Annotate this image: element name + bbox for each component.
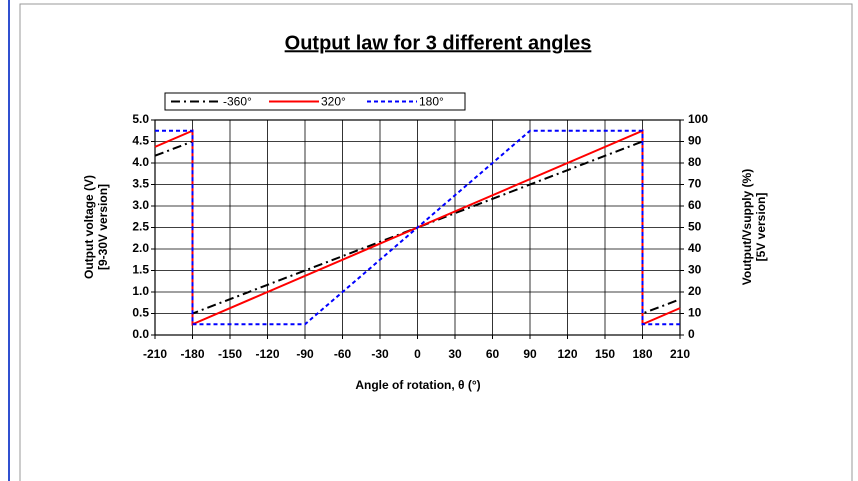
y-tick-label: 0.5 xyxy=(132,306,149,320)
legend-label: -360° xyxy=(223,95,252,109)
y2-axis-label-line: Voutput/Vsupply (%) xyxy=(740,169,754,285)
chart-title: Output law for 3 different angles xyxy=(285,32,592,54)
series-line xyxy=(154,140,681,315)
y-tick-label: 1.0 xyxy=(132,284,149,298)
y-tick-label: 3.0 xyxy=(132,198,149,212)
x-tick-label: 90 xyxy=(523,347,537,361)
y2-tick-label: 10 xyxy=(688,306,702,320)
x-tick-label: 0 xyxy=(414,347,421,361)
y-tick-label: 2.0 xyxy=(132,241,149,255)
y2-tick-label: 90 xyxy=(688,134,702,148)
x-tick-label: -90 xyxy=(296,347,314,361)
x-axis-label: Angle of rotation, θ (°) xyxy=(355,378,480,392)
x-tick-label: 210 xyxy=(670,347,690,361)
y2-tick-label: 80 xyxy=(688,155,702,169)
y-axis-label: Output voltage (V) [9-30V version] xyxy=(82,175,110,279)
series-line xyxy=(155,129,680,326)
y2-axis-label: Voutput/Vsupply (%) [5V version] xyxy=(740,169,768,285)
x-tick-label: -60 xyxy=(334,347,352,361)
y2-tick-label: 0 xyxy=(688,327,695,341)
x-tick-label: 60 xyxy=(486,347,500,361)
legend-label: 320° xyxy=(321,95,346,109)
y2-tick-label: 60 xyxy=(688,198,702,212)
legend-label: 180° xyxy=(419,95,444,109)
y2-tick-label: 100 xyxy=(688,112,708,126)
y-axis-label-line: Output voltage (V) xyxy=(82,175,96,279)
x-tick-label: 30 xyxy=(448,347,462,361)
x-tick-label: 120 xyxy=(557,347,577,361)
x-tick-label: 150 xyxy=(595,347,615,361)
y2-tick-label: 70 xyxy=(688,177,702,191)
y-tick-label: 2.5 xyxy=(132,220,149,234)
y-tick-label: 1.5 xyxy=(132,263,149,277)
x-tick-label: -30 xyxy=(371,347,389,361)
x-tick-label: -150 xyxy=(218,347,242,361)
y-tick-label: 5.0 xyxy=(132,112,149,126)
frame xyxy=(19,3,853,481)
y-axis-label-line: [9-30V version] xyxy=(96,184,110,270)
x-tick-label: -120 xyxy=(255,347,279,361)
x-tick-label: 180 xyxy=(632,347,652,361)
x-tick-label: -210 xyxy=(143,347,167,361)
plot-border xyxy=(154,119,681,336)
y2-tick-label: 20 xyxy=(688,284,702,298)
y2-tick-label: 30 xyxy=(688,263,702,277)
x-tick-label: -180 xyxy=(180,347,204,361)
y-tick-label: 4.5 xyxy=(132,134,149,148)
y-tick-label: 3.5 xyxy=(132,177,149,191)
y2-tick-label: 50 xyxy=(688,220,702,234)
y2-axis-label-line: [5V version] xyxy=(754,193,768,262)
y2-tick-label: 40 xyxy=(688,241,702,255)
y-tick-label: 4.0 xyxy=(132,155,149,169)
y-tick-label: 0.0 xyxy=(132,327,149,341)
